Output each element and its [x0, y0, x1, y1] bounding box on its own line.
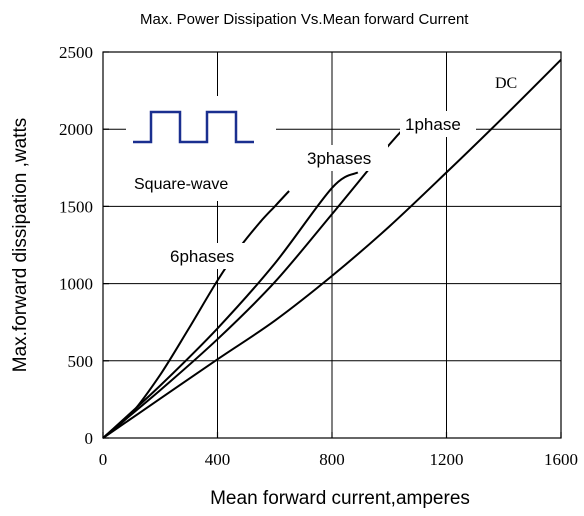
chart-title: Max. Power Dissipation Vs.Mean forward C… — [140, 11, 469, 28]
x-axis-label: Mean forward current,amperes — [210, 488, 470, 509]
series-label-3phases: 3phases — [307, 149, 371, 168]
y-axis-ticks: 0 500 1000 1500 2000 2500 — [59, 43, 109, 448]
series-label-bg-6phases — [165, 243, 253, 269]
x-tick-label: 1200 — [430, 450, 464, 469]
series-label-dc: DC — [495, 75, 517, 92]
series-line-dc — [102, 58, 562, 439]
y-tick-label: 0 — [85, 429, 94, 448]
series-curves — [102, 58, 562, 439]
y-tick-label: 1500 — [59, 197, 93, 216]
x-tick-label: 800 — [319, 450, 345, 469]
series-labels: 6phases 3phases 1phase DC — [165, 72, 518, 269]
series-label-bg-3phases — [302, 145, 388, 171]
series-label-bg-dc — [492, 72, 518, 94]
legend-label: Square-wave — [134, 176, 228, 193]
x-axis-ticks: 0 400 800 1200 1600 — [99, 432, 578, 469]
x-tick-label: 400 — [205, 450, 231, 469]
y-tick-label: 2500 — [59, 43, 93, 62]
y-axis-label: Max.forward dissipation ,watts — [10, 118, 31, 373]
square-wave-icon — [133, 110, 254, 144]
legend: Square-wave — [126, 96, 276, 201]
y-tick-label: 500 — [68, 352, 94, 371]
y-tick-label: 2000 — [59, 120, 93, 139]
series-label-bg-1phase — [400, 111, 476, 137]
series-label-6phases: 6phases — [170, 247, 234, 266]
series-line-6phases — [102, 190, 290, 439]
y-tick-label: 1000 — [59, 275, 93, 294]
x-tick-label: 0 — [99, 450, 108, 469]
series-line-3phases — [102, 171, 359, 439]
series-label-1phase: 1phase — [405, 115, 461, 134]
series-line-1phase — [102, 113, 419, 439]
x-tick-label: 1600 — [544, 450, 578, 469]
